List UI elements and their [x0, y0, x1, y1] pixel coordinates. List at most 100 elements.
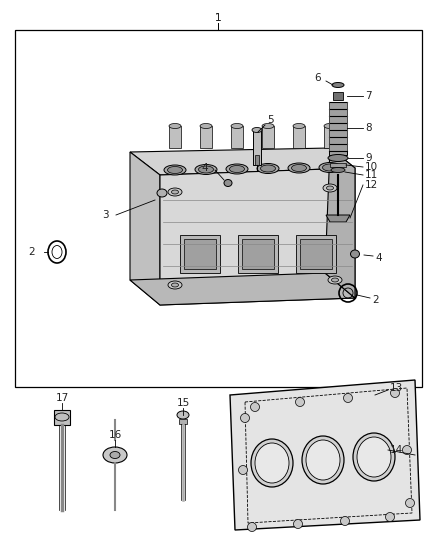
Bar	[262, 126, 274, 148]
Ellipse shape	[332, 278, 339, 282]
Ellipse shape	[239, 465, 247, 474]
Ellipse shape	[322, 164, 338, 171]
Ellipse shape	[230, 166, 244, 173]
Polygon shape	[230, 380, 420, 530]
Ellipse shape	[288, 163, 310, 173]
Bar	[324, 126, 336, 148]
Polygon shape	[325, 148, 355, 298]
Ellipse shape	[406, 498, 414, 507]
Ellipse shape	[391, 389, 399, 398]
Ellipse shape	[340, 516, 350, 526]
Ellipse shape	[332, 83, 344, 87]
Ellipse shape	[350, 250, 360, 258]
Ellipse shape	[172, 190, 179, 194]
Ellipse shape	[357, 437, 391, 477]
Ellipse shape	[195, 165, 217, 174]
Polygon shape	[326, 215, 350, 222]
Ellipse shape	[164, 165, 186, 175]
Ellipse shape	[251, 439, 293, 487]
Bar	[255, 155, 259, 165]
Bar	[180, 235, 220, 273]
Bar	[296, 235, 336, 273]
Bar	[330, 163, 346, 167]
Ellipse shape	[261, 165, 276, 172]
Text: 11: 11	[365, 170, 378, 180]
Ellipse shape	[292, 165, 307, 172]
Ellipse shape	[296, 398, 304, 407]
Text: 4: 4	[201, 163, 208, 173]
Bar	[242, 239, 274, 269]
Bar	[253, 130, 261, 165]
Ellipse shape	[251, 402, 259, 411]
Bar	[293, 126, 305, 148]
Polygon shape	[160, 168, 355, 305]
Ellipse shape	[326, 186, 333, 190]
Text: 5: 5	[267, 115, 273, 125]
Ellipse shape	[168, 188, 182, 196]
Text: 14: 14	[390, 445, 403, 455]
Bar	[184, 239, 216, 269]
Ellipse shape	[252, 127, 262, 133]
Ellipse shape	[198, 166, 213, 173]
Ellipse shape	[110, 451, 120, 458]
Text: 7: 7	[365, 91, 371, 101]
Bar	[179, 419, 187, 424]
Ellipse shape	[319, 163, 341, 173]
Ellipse shape	[331, 167, 345, 173]
Polygon shape	[54, 410, 70, 425]
Text: 16: 16	[108, 430, 122, 440]
Ellipse shape	[226, 164, 248, 174]
Bar	[238, 235, 278, 273]
Bar	[333, 92, 343, 100]
Ellipse shape	[403, 446, 411, 455]
Polygon shape	[329, 102, 347, 155]
Ellipse shape	[293, 124, 305, 128]
Ellipse shape	[323, 184, 337, 192]
Polygon shape	[130, 148, 355, 175]
Text: 8: 8	[365, 123, 371, 133]
Text: 4: 4	[375, 253, 381, 263]
Text: 2: 2	[28, 247, 35, 257]
Ellipse shape	[353, 433, 395, 481]
Ellipse shape	[255, 443, 289, 483]
Ellipse shape	[172, 283, 179, 287]
Ellipse shape	[324, 124, 336, 128]
Ellipse shape	[231, 124, 243, 128]
Bar	[15, 30, 422, 387]
Ellipse shape	[240, 414, 250, 423]
Text: 17: 17	[55, 393, 69, 403]
Ellipse shape	[169, 124, 181, 128]
Ellipse shape	[167, 166, 183, 174]
Text: 6: 6	[314, 73, 321, 83]
Text: 3: 3	[102, 210, 108, 220]
Text: 12: 12	[365, 180, 378, 190]
Ellipse shape	[168, 281, 182, 289]
Text: 13: 13	[390, 383, 403, 393]
Ellipse shape	[157, 189, 167, 197]
Ellipse shape	[302, 436, 344, 484]
Text: 9: 9	[365, 153, 371, 163]
Bar	[200, 126, 212, 148]
Ellipse shape	[385, 513, 395, 521]
Text: 10: 10	[365, 162, 378, 172]
Text: 15: 15	[177, 398, 190, 408]
Ellipse shape	[200, 124, 212, 128]
Ellipse shape	[343, 393, 353, 402]
Ellipse shape	[262, 124, 274, 128]
Text: 1: 1	[215, 13, 221, 23]
Bar	[300, 239, 332, 269]
Ellipse shape	[328, 155, 348, 161]
Bar	[169, 126, 181, 148]
Ellipse shape	[247, 522, 257, 531]
Polygon shape	[130, 273, 355, 305]
Polygon shape	[130, 152, 160, 305]
Ellipse shape	[306, 440, 340, 480]
Ellipse shape	[103, 447, 127, 463]
Ellipse shape	[328, 276, 342, 284]
Text: 2: 2	[372, 295, 378, 305]
Text: 1: 1	[215, 13, 221, 23]
Ellipse shape	[224, 180, 232, 187]
Ellipse shape	[293, 520, 303, 529]
Ellipse shape	[177, 411, 189, 419]
Ellipse shape	[257, 164, 279, 174]
